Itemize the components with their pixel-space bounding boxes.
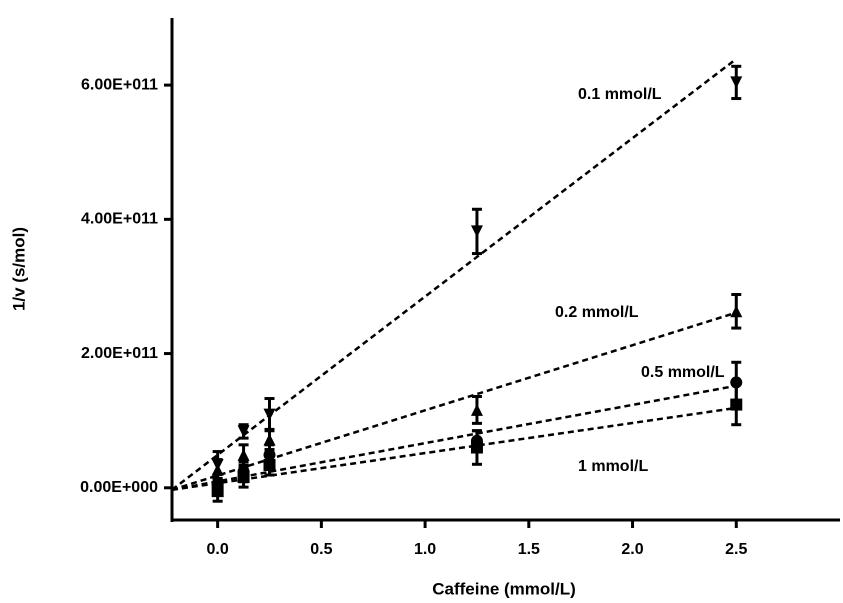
marker — [263, 458, 276, 471]
x-tick-label: 2.0 — [621, 541, 643, 558]
marker — [470, 403, 483, 416]
marker — [211, 463, 224, 476]
series-label: 0.5 mmol/L — [641, 364, 725, 381]
series-label: 0.1 mmol/L — [578, 86, 662, 103]
series-label: 1 mmol/L — [578, 458, 648, 475]
marker — [470, 225, 483, 238]
fit-line — [171, 384, 737, 492]
marker — [237, 425, 250, 438]
x-tick-label: 1.0 — [414, 541, 436, 558]
x-tick-label: 0.5 — [310, 541, 332, 558]
y-tick-label: 2.00E+011 — [81, 345, 158, 362]
y-axis-title: 1/v (s/mol) — [9, 227, 28, 311]
marker — [730, 76, 743, 89]
fit-line — [171, 57, 738, 491]
y-tick-label: 4.00E+011 — [81, 211, 158, 228]
y-tick-label: 6.00E+011 — [81, 76, 158, 93]
fit-line — [171, 406, 737, 492]
marker — [263, 408, 276, 421]
series-label: 0.2 mmol/L — [555, 304, 639, 321]
marker — [730, 305, 743, 318]
fit-line — [171, 311, 737, 491]
marker — [237, 471, 250, 484]
y-tick-label: 0.00E+000 — [80, 479, 158, 496]
x-axis-title: Caffeine (mmol/L) — [432, 579, 576, 598]
marker — [730, 398, 743, 411]
x-tick-label: 0.0 — [207, 541, 229, 558]
marker — [237, 448, 250, 461]
marker — [211, 485, 224, 498]
marker — [470, 441, 483, 454]
x-tick-label: 2.5 — [725, 541, 747, 558]
x-tick-label: 1.5 — [518, 541, 540, 558]
marker — [263, 433, 276, 446]
